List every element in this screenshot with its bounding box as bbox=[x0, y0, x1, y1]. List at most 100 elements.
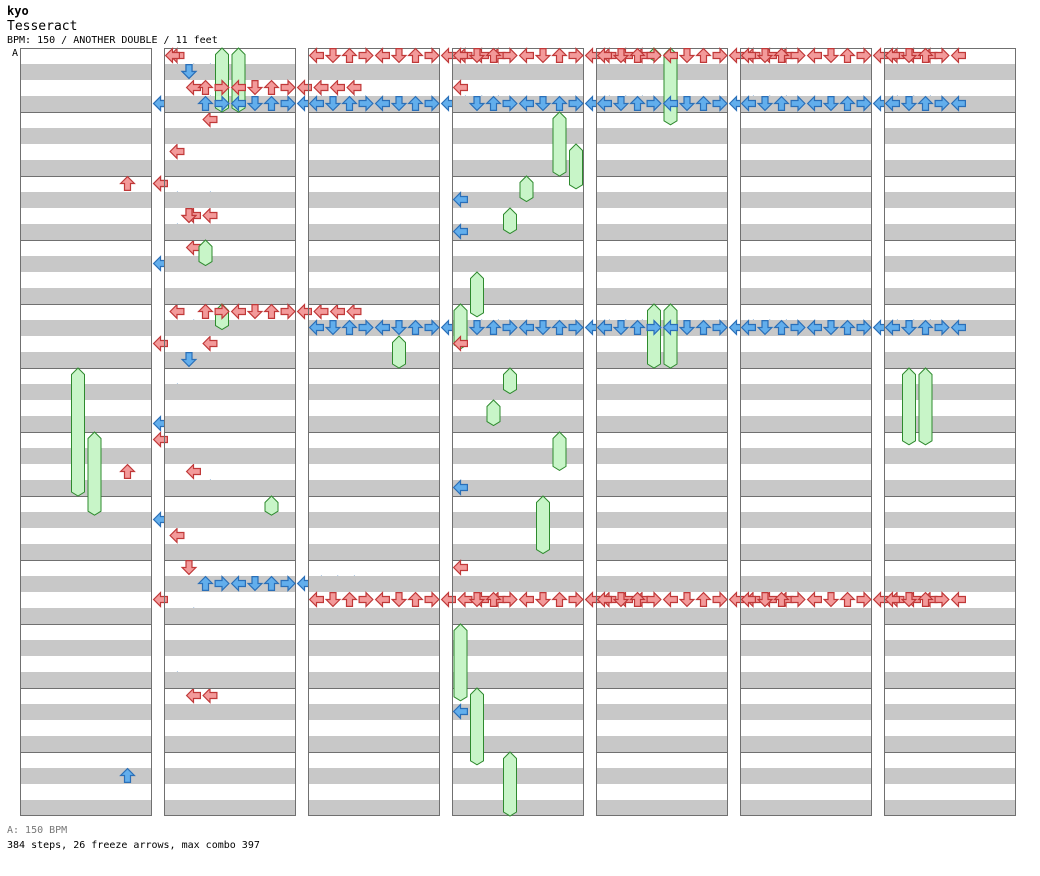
stripe bbox=[884, 736, 1016, 752]
stripe bbox=[164, 192, 296, 208]
step-arrow-left bbox=[884, 95, 900, 112]
stripe bbox=[452, 480, 584, 496]
stripe bbox=[308, 224, 440, 240]
stripe bbox=[20, 160, 152, 176]
step-arrow-left bbox=[169, 143, 185, 160]
stripe bbox=[20, 384, 152, 400]
step-arrow-left bbox=[308, 47, 324, 64]
stripe bbox=[164, 64, 296, 80]
step-arrow-right bbox=[280, 95, 296, 112]
step-arrow-up bbox=[341, 95, 358, 111]
step-arrow-left bbox=[662, 47, 678, 64]
stripe bbox=[164, 256, 296, 272]
stripe bbox=[164, 576, 296, 592]
step-arrow-left bbox=[440, 591, 456, 608]
stripe bbox=[164, 480, 296, 496]
step-arrow-down bbox=[534, 96, 552, 112]
stripe bbox=[740, 352, 872, 368]
stripe bbox=[884, 448, 1016, 464]
step-arrow-down bbox=[324, 592, 342, 608]
stripe bbox=[308, 544, 440, 560]
stripe bbox=[884, 640, 1016, 656]
freeze-arrow bbox=[503, 207, 517, 235]
step-arrow-down bbox=[324, 96, 342, 112]
stripe bbox=[20, 256, 152, 272]
step-arrow-right bbox=[424, 319, 440, 336]
step-arrow-up bbox=[407, 591, 424, 607]
step-arrow-left bbox=[452, 559, 468, 576]
freeze-arrow bbox=[647, 303, 661, 369]
stripe bbox=[596, 480, 728, 496]
step-arrow-up bbox=[695, 591, 712, 607]
step-arrow-down bbox=[678, 320, 696, 336]
step-arrow-left bbox=[230, 79, 246, 96]
step-arrow-left bbox=[452, 335, 468, 352]
stripe bbox=[596, 800, 728, 816]
stripe bbox=[596, 64, 728, 80]
step-arrow-down bbox=[678, 96, 696, 112]
stripe bbox=[740, 320, 872, 336]
stripe bbox=[740, 224, 872, 240]
stripe bbox=[308, 64, 440, 80]
stripe bbox=[452, 160, 584, 176]
step-arrow-up bbox=[551, 319, 568, 335]
stripe bbox=[740, 160, 872, 176]
stripe bbox=[452, 128, 584, 144]
step-arrow-left bbox=[884, 319, 900, 336]
step-arrow-up bbox=[197, 79, 214, 95]
step-arrow-right bbox=[214, 303, 230, 320]
stripe bbox=[308, 448, 440, 464]
stripe bbox=[452, 192, 584, 208]
step-arrow-up bbox=[839, 591, 856, 607]
step-arrow-up bbox=[695, 95, 712, 111]
step-arrow-left bbox=[518, 95, 534, 112]
stripe bbox=[164, 704, 296, 720]
stripe bbox=[20, 544, 152, 560]
step-arrow-left bbox=[313, 303, 329, 320]
chart-column-5 bbox=[596, 47, 794, 816]
step-arrow-left bbox=[740, 47, 756, 64]
stripe bbox=[740, 96, 872, 112]
stripe bbox=[740, 64, 872, 80]
step-arrow-left bbox=[308, 591, 324, 608]
stripe bbox=[20, 480, 152, 496]
stripe bbox=[596, 384, 728, 400]
step-arrow-down bbox=[468, 320, 486, 336]
step-arrow-right bbox=[856, 47, 872, 64]
step-arrow-right bbox=[712, 319, 728, 336]
step-arrow-up bbox=[197, 303, 214, 319]
step-arrow-right bbox=[502, 47, 518, 64]
step-arrow-up bbox=[341, 591, 358, 607]
step-arrow-down bbox=[180, 352, 198, 368]
stripe bbox=[884, 96, 1016, 112]
step-arrow-right bbox=[568, 47, 584, 64]
step-arrow-right bbox=[790, 591, 806, 608]
stripe bbox=[20, 672, 152, 688]
stripe bbox=[740, 128, 872, 144]
stripe bbox=[596, 224, 728, 240]
stripe bbox=[20, 608, 152, 624]
stripe bbox=[452, 640, 584, 656]
step-arrow-left bbox=[452, 47, 468, 64]
stripe bbox=[164, 384, 296, 400]
step-arrow-down bbox=[246, 96, 264, 112]
stripe bbox=[20, 64, 152, 80]
stripe bbox=[164, 352, 296, 368]
stripe bbox=[884, 160, 1016, 176]
stripe bbox=[452, 256, 584, 272]
stripe bbox=[20, 288, 152, 304]
step-arrow-down bbox=[534, 592, 552, 608]
stripe bbox=[308, 576, 440, 592]
stripe bbox=[884, 288, 1016, 304]
step-arrow-down bbox=[180, 64, 198, 80]
stripe bbox=[740, 544, 872, 560]
step-arrow-right bbox=[568, 95, 584, 112]
step-arrow-up bbox=[407, 319, 424, 335]
step-arrow-left bbox=[374, 47, 390, 64]
chart-column-6 bbox=[740, 47, 938, 816]
step-arrow-right bbox=[934, 591, 950, 608]
step-arrow-up bbox=[263, 79, 280, 95]
freeze-arrow bbox=[503, 367, 517, 395]
step-arrow-up bbox=[551, 591, 568, 607]
stripe bbox=[884, 576, 1016, 592]
